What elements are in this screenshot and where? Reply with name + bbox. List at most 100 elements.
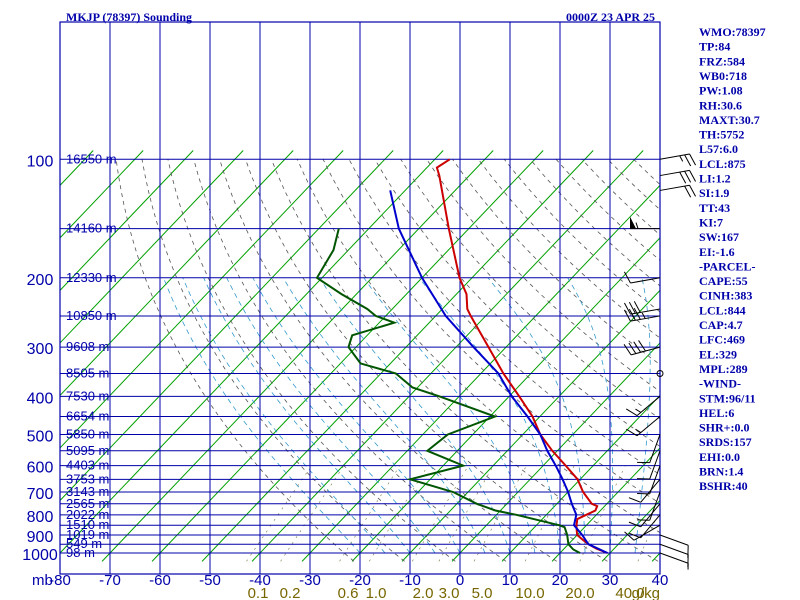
barb-full	[689, 170, 697, 182]
barb-full	[689, 153, 697, 166]
barb-staff	[640, 503, 661, 528]
barb-half	[635, 222, 639, 229]
pressure-tick-label: 1000	[22, 547, 58, 564]
dry-adiabat-line	[271, 159, 659, 562]
height-label: 5095 m	[66, 443, 109, 458]
isotherm-line	[60, 150, 244, 344]
isotherm-line	[201, 150, 594, 562]
wind-barb	[637, 450, 661, 480]
index-entry: WB0:718	[699, 69, 747, 83]
index-entry: KI:7	[699, 215, 723, 229]
x-axis-unit-label: mb	[32, 572, 53, 589]
height-label: 4403 m	[66, 458, 109, 473]
wind-barb	[630, 216, 660, 230]
barb-staff	[649, 491, 661, 521]
isotherm-line	[101, 150, 494, 562]
index-entry: SI:1.9	[699, 186, 729, 200]
isotherm-line	[60, 150, 344, 449]
temperature-tick-label: 40	[652, 572, 669, 589]
height-label: 1019 m	[66, 527, 109, 542]
index-entry: RH:30.6	[699, 98, 742, 112]
barb-full	[623, 344, 632, 356]
temperature-tick-label: -50	[199, 572, 221, 589]
wind-barb	[637, 491, 661, 521]
barb-staff	[630, 277, 661, 284]
mixing-ratio-label: 0.2	[280, 585, 301, 600]
barb-staff	[633, 524, 661, 541]
barb-full	[623, 302, 631, 315]
barb-full	[624, 531, 635, 541]
barb-staff	[649, 450, 661, 480]
dry-adiabat-line	[555, 159, 660, 261]
mixing-ratio-unit: g/kg	[632, 585, 660, 600]
temperature-tick-label: -60	[149, 572, 171, 589]
mixing-ratio-line	[637, 508, 660, 562]
wind-barb	[624, 524, 661, 541]
barb-full	[638, 340, 646, 352]
index-entry: CAPE:55	[699, 274, 748, 288]
height-label: 16550 m	[66, 151, 117, 166]
barb-full	[633, 341, 642, 353]
pressure-tick-label: 100	[27, 153, 54, 170]
pressure-tick-label: 500	[27, 428, 54, 445]
barb-full	[679, 171, 687, 184]
index-entry: TT:43	[699, 201, 730, 215]
height-label: 3143 m	[66, 484, 109, 499]
height-label: 6654 m	[66, 408, 109, 423]
mixing-ratio-line	[246, 465, 312, 562]
wind-barb	[628, 479, 661, 503]
moist-adiabat-line	[252, 277, 461, 554]
barb-staff	[659, 543, 689, 555]
grid-frame	[59, 21, 661, 575]
moist-adiabat-line	[182, 277, 386, 554]
background-lines	[60, 150, 660, 562]
height-label: 5850 m	[66, 426, 109, 441]
index-entry: TH:5752	[699, 128, 744, 142]
moist-adiabat-line	[163, 277, 361, 554]
isotherm-line	[60, 150, 294, 397]
temperature-tick-label: 10	[502, 572, 519, 589]
wind-barb	[659, 169, 697, 184]
barb-full	[689, 184, 697, 197]
barb-full	[684, 170, 692, 183]
barb-full	[628, 497, 641, 503]
isotherm-line	[551, 447, 660, 562]
dry-adiabat-line	[141, 159, 405, 562]
moist-adiabat-line	[659, 550, 660, 553]
wind-barb	[659, 543, 689, 568]
temperature-tick-label: -70	[99, 572, 121, 589]
dry-adiabat-line	[478, 159, 660, 339]
height-label: 98 m	[66, 545, 95, 560]
plot-border	[59, 21, 661, 575]
mixing-ratio-label: 5.0	[472, 585, 493, 600]
isotherm-line	[60, 150, 144, 239]
indices-panel: WMO:78397TP:84FRZ:584WB0:718PW:1.08RH:30…	[699, 25, 766, 493]
barb-full	[628, 308, 636, 321]
wind-barbs	[623, 153, 697, 570]
mixing-ratio-line	[280, 465, 345, 562]
mixing-ratio-label: 10.0	[515, 585, 544, 600]
barb-full	[684, 154, 692, 167]
pressure-tick-label: 200	[27, 272, 54, 289]
barb-half	[635, 428, 642, 433]
dry-adiabat-line	[219, 159, 557, 562]
index-entry: EI:-1.6	[699, 245, 735, 259]
wind-barb	[623, 308, 661, 322]
height-label: 9608 m	[66, 339, 109, 354]
temperature-tick-label: 30	[602, 572, 619, 589]
moist-adiabat-line	[226, 277, 436, 554]
dewpoint-line	[315, 228, 581, 554]
isotherm-line	[60, 150, 394, 502]
isotherm-line	[151, 150, 544, 562]
index-entry: LCL:875	[699, 157, 746, 171]
wind-barb	[637, 434, 661, 464]
mixing-ratio-line	[412, 465, 469, 562]
dry-adiabat-line	[115, 159, 355, 562]
index-entry: CAP:4.7	[699, 318, 743, 332]
index-entry: SW:167	[699, 230, 739, 244]
temperature-tick-labels: -80 -70 -60 -50 -40 -30 -20 -10 0 10 20 30 40	[49, 572, 668, 589]
chart-datetime: 0000Z 23 APR 25	[566, 10, 655, 24]
wind-barb	[623, 301, 661, 315]
barb-full	[628, 521, 641, 528]
height-label: 10850 m	[66, 308, 117, 323]
